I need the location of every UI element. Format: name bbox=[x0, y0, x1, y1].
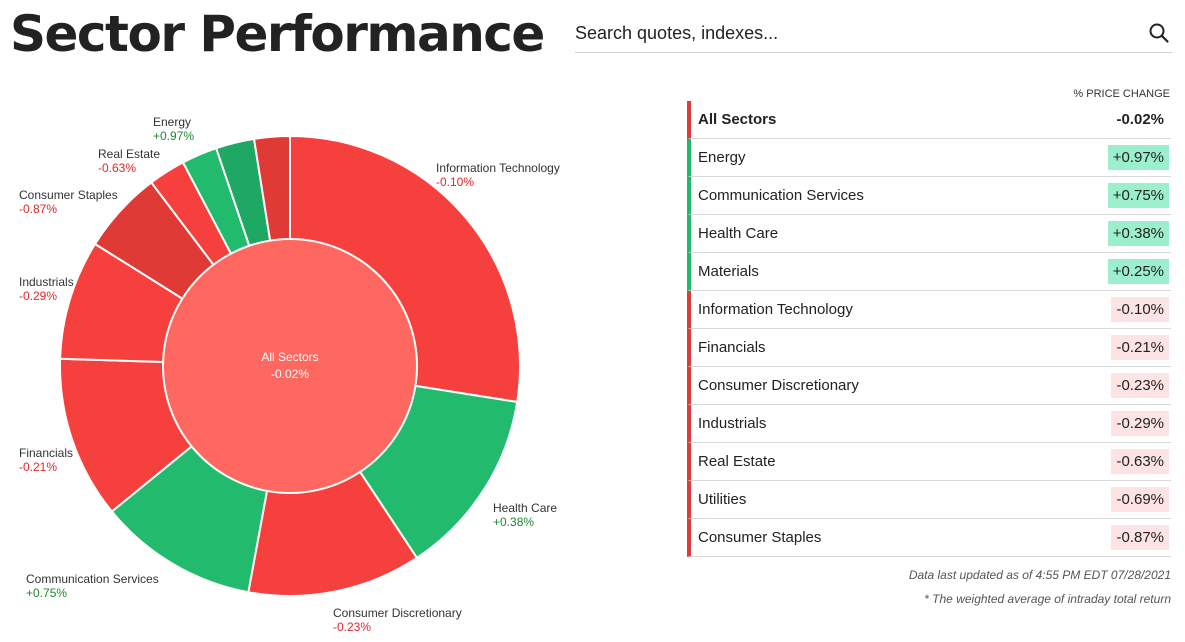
sector-name: Materials bbox=[698, 263, 759, 280]
search-input[interactable] bbox=[575, 18, 1115, 48]
sector-change-value: +0.75% bbox=[1107, 183, 1169, 208]
slice-label-value: -0.21% bbox=[19, 460, 57, 474]
sector-change-value: -0.87% bbox=[1111, 525, 1169, 550]
sector-name: Real Estate bbox=[698, 453, 776, 470]
sector-row-communication-services[interactable]: Communication Services +0.75% bbox=[687, 177, 1171, 215]
slice-label-value: +0.75% bbox=[26, 586, 67, 600]
sector-name: Communication Services bbox=[698, 187, 864, 204]
slice-label-value: +0.38% bbox=[493, 515, 534, 529]
data-updated-note: Data last updated as of 4:55 PM EDT 07/2… bbox=[908, 568, 1171, 582]
sector-name: Financials bbox=[698, 339, 766, 356]
column-header-price-change: % PRICE CHANGE bbox=[1073, 88, 1170, 100]
sector-name: All Sectors bbox=[698, 111, 777, 128]
sector-change-value: -0.29% bbox=[1111, 411, 1169, 436]
sector-change-value: +0.38% bbox=[1107, 221, 1169, 246]
sector-row-health-care[interactable]: Health Care +0.38% bbox=[687, 215, 1171, 253]
sector-row-consumer-staples[interactable]: Consumer Staples -0.87% bbox=[687, 519, 1171, 557]
slice-label-value: -0.63% bbox=[98, 161, 136, 175]
slice-label-name: Information Technology bbox=[436, 161, 560, 175]
sector-change-value: -0.21% bbox=[1111, 335, 1169, 360]
slice-label-value: -0.23% bbox=[333, 620, 371, 634]
slice-label-value: -0.87% bbox=[19, 202, 57, 216]
sector-pie-chart: Information Technology-0.10%Health Care+… bbox=[19, 115, 560, 634]
sector-row-all-sectors[interactable]: All Sectors -0.02% bbox=[687, 101, 1171, 139]
slice-label-name: Consumer Discretionary bbox=[333, 606, 462, 620]
sector-name: Health Care bbox=[698, 225, 779, 242]
search-box bbox=[575, 14, 1172, 53]
sector-name: Utilities bbox=[698, 491, 747, 508]
sector-row-materials[interactable]: Materials +0.25% bbox=[687, 253, 1171, 291]
sector-name: Energy bbox=[698, 149, 746, 166]
sector-row-energy[interactable]: Energy +0.97% bbox=[687, 139, 1171, 177]
sector-row-financials[interactable]: Financials -0.21% bbox=[687, 329, 1171, 367]
sector-name: Information Technology bbox=[698, 301, 853, 318]
sector-row-industrials[interactable]: Industrials -0.29% bbox=[687, 405, 1171, 443]
slice-label-value: -0.10% bbox=[436, 175, 474, 189]
search-icon[interactable] bbox=[1148, 22, 1170, 44]
sector-change-value: -0.69% bbox=[1111, 487, 1169, 512]
slice-label-value: +0.97% bbox=[153, 129, 194, 143]
center-all-sectors[interactable] bbox=[164, 240, 416, 492]
sector-name: Industrials bbox=[698, 415, 767, 432]
weighted-average-note: * The weighted average of intraday total… bbox=[924, 592, 1171, 606]
sector-row-consumer-discretionary[interactable]: Consumer Discretionary -0.23% bbox=[687, 367, 1171, 405]
sector-row-information-technology[interactable]: Information Technology -0.10% bbox=[687, 291, 1171, 329]
sector-table: All Sectors -0.02% Energy +0.97% Communicati… bbox=[687, 101, 1171, 557]
slice-label-name: Real Estate bbox=[98, 147, 160, 161]
sector-name: Consumer Discretionary bbox=[698, 377, 859, 394]
sector-name: Consumer Staples bbox=[698, 529, 822, 546]
slice-information-technology[interactable] bbox=[289, 134, 521, 404]
slice-label-name: Energy bbox=[153, 115, 191, 129]
slice-label-name: Industrials bbox=[19, 275, 74, 289]
center-label: All Sectors bbox=[261, 350, 318, 364]
sector-change-value: +0.97% bbox=[1107, 145, 1169, 170]
sector-change-value: -0.23% bbox=[1111, 373, 1169, 398]
sector-change-value: -0.63% bbox=[1111, 449, 1169, 474]
sector-change-value: -0.02% bbox=[1116, 111, 1164, 128]
slice-label-name: Consumer Staples bbox=[19, 188, 118, 202]
slice-utilities[interactable] bbox=[252, 134, 291, 242]
slice-label-name: Financials bbox=[19, 446, 73, 460]
slice-label-name: Health Care bbox=[493, 501, 557, 515]
sector-row-real-estate[interactable]: Real Estate -0.63% bbox=[687, 443, 1171, 481]
center-value: -0.02% bbox=[271, 367, 309, 381]
slice-label-value: -0.29% bbox=[19, 289, 57, 303]
page-title: Sector Performance bbox=[10, 5, 545, 63]
slice-label-name: Communication Services bbox=[26, 572, 159, 586]
sector-change-value: -0.10% bbox=[1111, 297, 1169, 322]
sector-row-utilities[interactable]: Utilities -0.69% bbox=[687, 481, 1171, 519]
sector-change-value: +0.25% bbox=[1107, 259, 1169, 284]
